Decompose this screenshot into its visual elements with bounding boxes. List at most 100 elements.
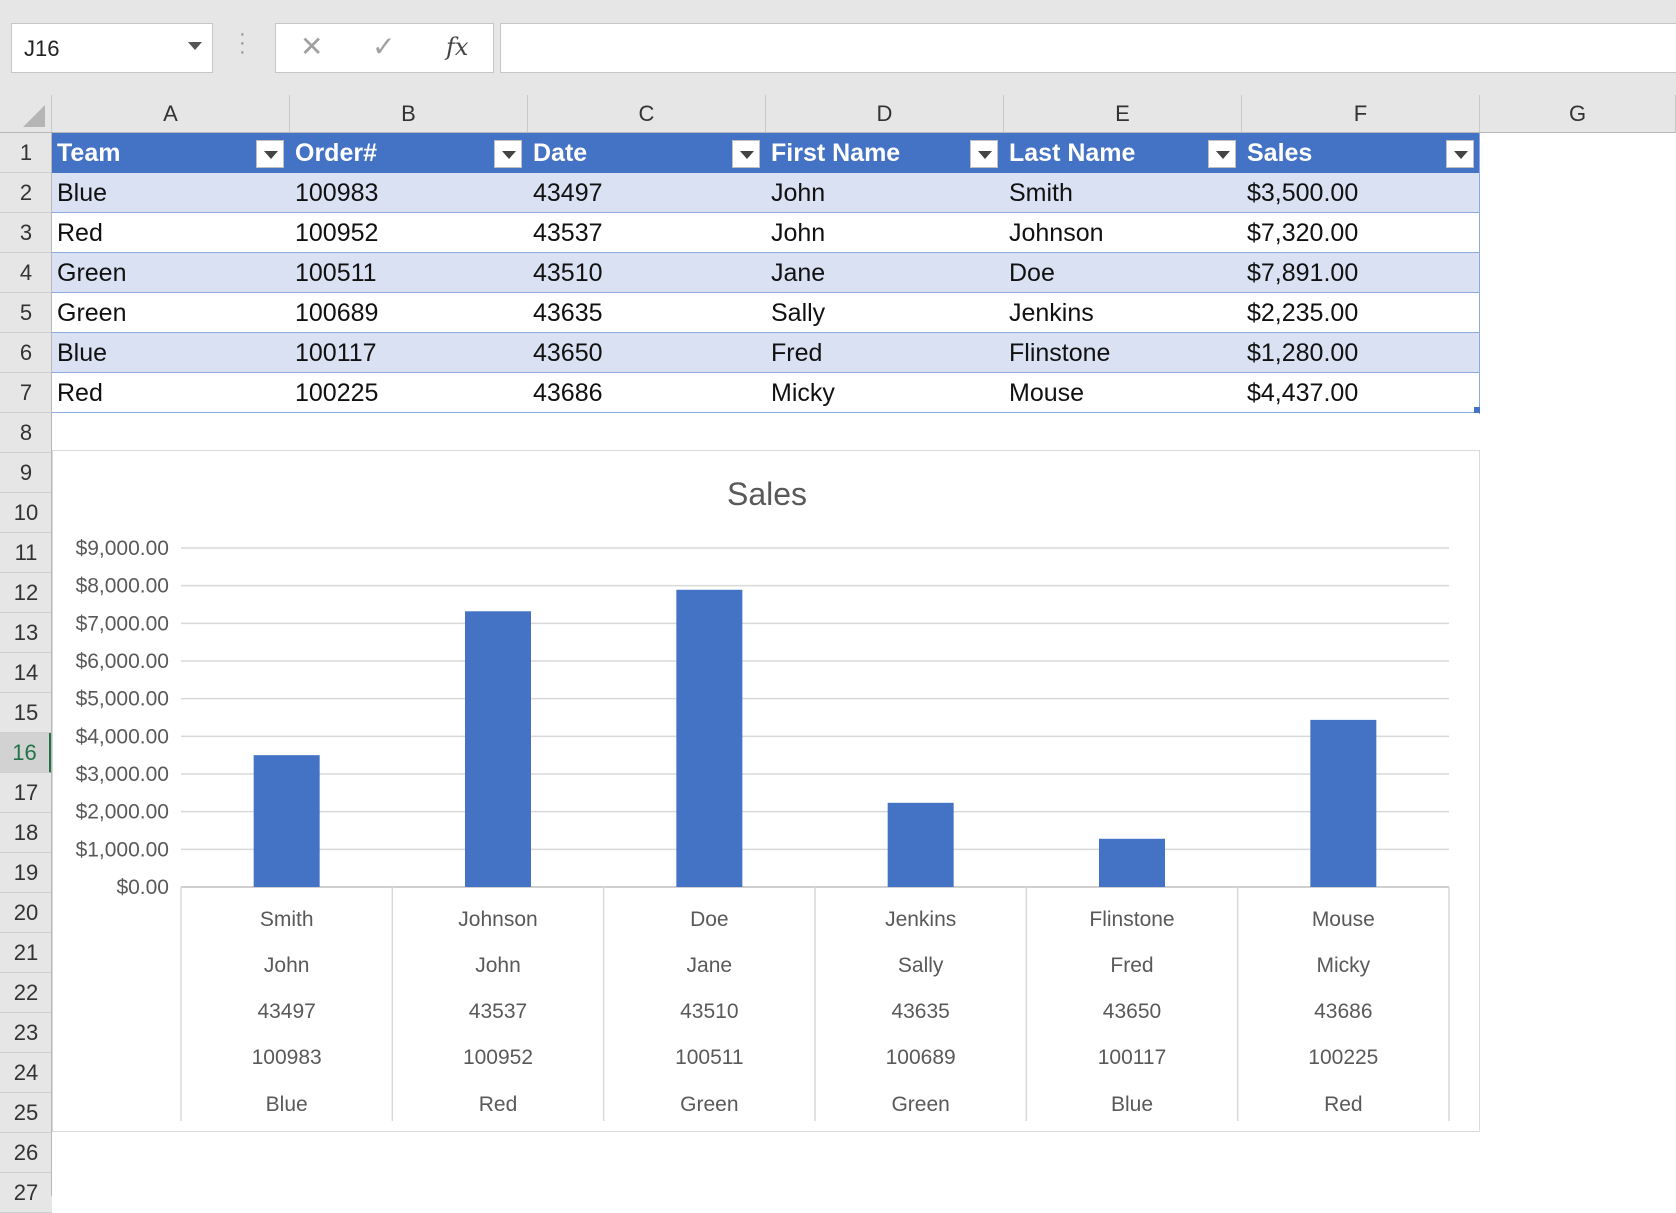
- row-header[interactable]: 23: [0, 1013, 52, 1053]
- cell-team[interactable]: Blue: [57, 339, 108, 367]
- row-header[interactable]: 22: [0, 973, 52, 1013]
- column-header-c[interactable]: C: [528, 95, 766, 133]
- cell-last-name[interactable]: Smith: [1009, 179, 1073, 207]
- cell-sales[interactable]: $3,500.00: [1247, 179, 1359, 207]
- cell-sales[interactable]: $4,437.00: [1247, 379, 1359, 407]
- bar: [1099, 838, 1165, 887]
- cell-team[interactable]: Red: [57, 379, 103, 407]
- name-box[interactable]: J16: [11, 23, 213, 73]
- category-label: Jenkins: [885, 908, 956, 931]
- insert-function-icon[interactable]: fx: [446, 33, 469, 61]
- row-header[interactable]: 8: [0, 413, 52, 453]
- header-cell-sales[interactable]: Sales: [1247, 139, 1313, 167]
- cell-order[interactable]: 100511: [295, 259, 377, 287]
- cell-last-name[interactable]: Doe: [1009, 259, 1055, 287]
- row-header[interactable]: 17: [0, 773, 52, 813]
- header-cell-date[interactable]: Date: [533, 139, 588, 167]
- cancel-icon[interactable]: ✕: [300, 31, 324, 62]
- filter-dropdown-icon[interactable]: [732, 140, 760, 168]
- cell-first-name[interactable]: John: [771, 219, 826, 247]
- cell-sales[interactable]: $2,235.00: [1247, 299, 1359, 327]
- sales-chart[interactable]: Sales $0.00 $1,000.00 $2,000.00 $3,000.00 $4…: [52, 450, 1480, 1132]
- row-header[interactable]: 25: [0, 1093, 52, 1133]
- cell-order[interactable]: 100117: [295, 339, 377, 367]
- cell-order[interactable]: 100983: [295, 179, 379, 207]
- more-options-icon[interactable]: · · ·: [239, 23, 246, 63]
- chevron-down-icon[interactable]: [188, 42, 202, 50]
- row-header[interactable]: 26: [0, 1133, 52, 1173]
- row-header[interactable]: 19: [0, 853, 52, 893]
- cell-sales[interactable]: $7,891.00: [1247, 259, 1359, 287]
- header-cell-last-name[interactable]: Last Name: [1009, 139, 1136, 167]
- cell-first-name[interactable]: Sally: [771, 299, 826, 327]
- column-header-e[interactable]: E: [1004, 95, 1242, 133]
- cell-team[interactable]: Red: [57, 219, 103, 247]
- cell-team[interactable]: Blue: [57, 179, 108, 207]
- cell-last-name[interactable]: Mouse: [1009, 379, 1085, 407]
- cell-date[interactable]: 43497: [533, 179, 603, 207]
- cell-first-name[interactable]: Micky: [771, 379, 835, 407]
- cell-date[interactable]: 43686: [533, 379, 603, 407]
- row-header[interactable]: 16: [0, 733, 52, 773]
- row-header[interactable]: 3: [0, 213, 52, 253]
- filter-dropdown-icon[interactable]: [1446, 140, 1474, 168]
- select-all-button[interactable]: [0, 95, 52, 133]
- column-header-g[interactable]: G: [1480, 95, 1676, 133]
- row-header[interactable]: 1: [0, 133, 52, 173]
- header-cell-first-name[interactable]: First Name: [771, 139, 901, 167]
- column-header-b[interactable]: B: [290, 95, 528, 133]
- header-cell-team[interactable]: Team: [57, 139, 121, 167]
- cell-last-name[interactable]: Flinstone: [1009, 339, 1111, 367]
- row-header[interactable]: 9: [0, 453, 52, 493]
- row-header[interactable]: 10: [0, 493, 52, 533]
- chart-canvas: Sales $0.00 $1,000.00 $2,000.00 $3,000.00 $4…: [76, 476, 1450, 1121]
- cell-date[interactable]: 43650: [533, 339, 603, 367]
- row-header[interactable]: 20: [0, 893, 52, 933]
- header-cell-order[interactable]: Order#: [295, 139, 377, 167]
- table-resize-handle[interactable]: [1474, 407, 1480, 413]
- category-label: 100117: [1098, 1046, 1167, 1069]
- category-label: 43650: [1103, 1000, 1161, 1023]
- row-header[interactable]: 13: [0, 613, 52, 653]
- cell-order[interactable]: 100225: [295, 379, 379, 407]
- cell-first-name[interactable]: John: [771, 179, 826, 207]
- column-header-f[interactable]: F: [1242, 95, 1480, 133]
- cell-last-name[interactable]: Jenkins: [1009, 299, 1094, 327]
- row-header[interactable]: 5: [0, 293, 52, 333]
- filter-dropdown-icon[interactable]: [970, 140, 998, 168]
- row-header[interactable]: 21: [0, 933, 52, 973]
- row-header[interactable]: 4: [0, 253, 52, 293]
- formula-bar-area: J16 · · · ✕ ✓ fx: [0, 0, 1676, 95]
- row-header[interactable]: 27: [0, 1173, 52, 1213]
- enter-check-icon[interactable]: ✓: [372, 31, 396, 62]
- formula-input[interactable]: [500, 23, 1676, 73]
- cell-team[interactable]: Green: [57, 259, 127, 287]
- cell-last-name[interactable]: Johnson: [1009, 219, 1104, 247]
- cell-date[interactable]: 43537: [533, 219, 603, 247]
- cell-sales[interactable]: $7,320.00: [1247, 219, 1359, 247]
- table-row: Green 100511 43510 Jane Doe $7,891.00: [52, 253, 1480, 293]
- cell-sales[interactable]: $1,280.00: [1247, 339, 1359, 367]
- row-header[interactable]: 12: [0, 573, 52, 613]
- cell-first-name[interactable]: Fred: [771, 339, 823, 367]
- row-header[interactable]: 11: [0, 533, 52, 573]
- row-header[interactable]: 14: [0, 653, 52, 693]
- filter-dropdown-icon[interactable]: [256, 140, 284, 168]
- y-tick-label: $0.00: [116, 876, 169, 899]
- row-header[interactable]: 7: [0, 373, 52, 413]
- row-header[interactable]: 2: [0, 173, 52, 213]
- cell-order[interactable]: 100689: [295, 299, 379, 327]
- cell-team[interactable]: Green: [57, 299, 127, 327]
- row-header[interactable]: 15: [0, 693, 52, 733]
- filter-dropdown-icon[interactable]: [494, 140, 522, 168]
- filter-dropdown-icon[interactable]: [1208, 140, 1236, 168]
- column-header-d[interactable]: D: [766, 95, 1004, 133]
- cell-order[interactable]: 100952: [295, 219, 379, 247]
- column-header-a[interactable]: A: [52, 95, 290, 133]
- cell-date[interactable]: 43635: [533, 299, 603, 327]
- row-header[interactable]: 24: [0, 1053, 52, 1093]
- cell-date[interactable]: 43510: [533, 259, 603, 287]
- row-header[interactable]: 6: [0, 333, 52, 373]
- row-header[interactable]: 18: [0, 813, 52, 853]
- cell-first-name[interactable]: Jane: [771, 259, 826, 287]
